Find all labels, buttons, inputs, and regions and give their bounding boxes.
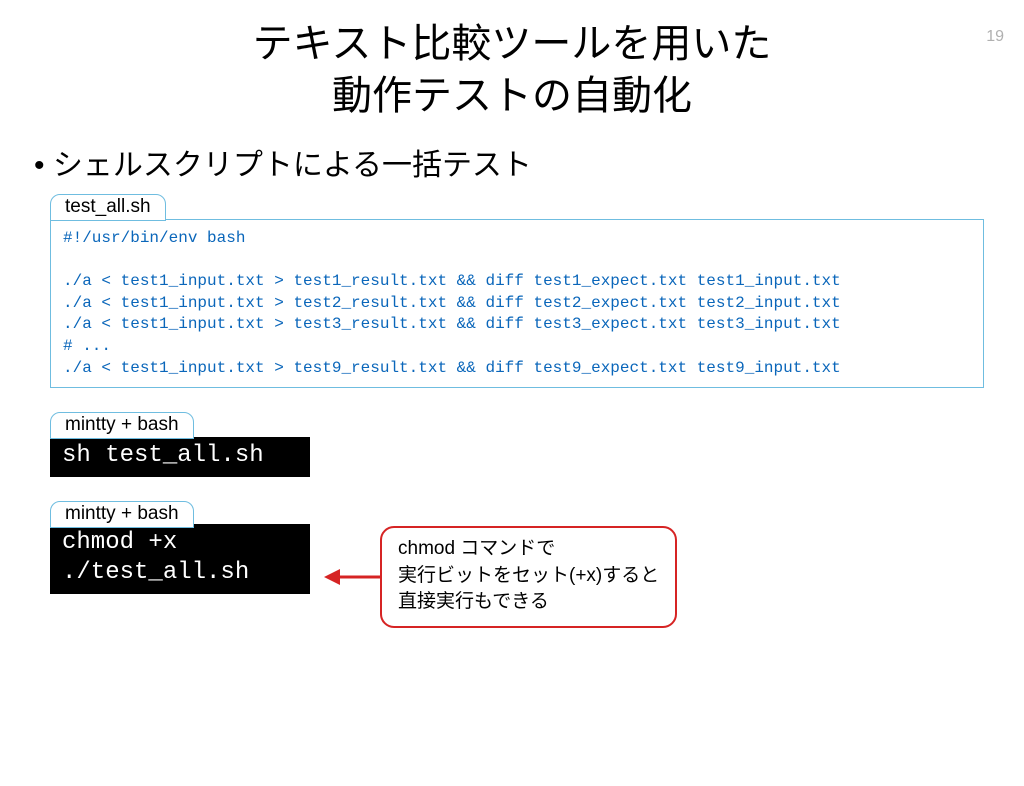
code-block-test-all: #!/usr/bin/env bash ./a < test1_input.tx… — [50, 219, 984, 388]
slide-title: テキスト比較ツールを用いた 動作テストの自動化 — [0, 18, 1024, 122]
callout-line-1: chmod コマンドで — [398, 538, 555, 559]
terminal-block-2: chmod +x ./test_all.sh — [50, 524, 310, 594]
terminal-tab-2: mintty + bash — [50, 501, 194, 528]
callout-line-2: 実行ビットをセット(+x)すると — [398, 565, 659, 586]
title-line-2: 動作テストの自動化 — [332, 74, 692, 118]
terminal-block-1: sh test_all.sh — [50, 437, 310, 477]
callout-line-3: 直接実行もできる — [398, 591, 549, 612]
bottom-row: chmod +x ./test_all.sh chmod コマンドで 実行ビット… — [0, 526, 1024, 628]
bullet-text: • シェルスクリプトによる一括テスト — [34, 140, 1024, 184]
page-number: 19 — [986, 28, 1004, 46]
arrow-icon — [324, 565, 380, 589]
title-line-1: テキスト比較ツールを用いた — [253, 22, 772, 66]
terminal-tab-1: mintty + bash — [50, 412, 194, 439]
callout-box: chmod コマンドで 実行ビットをセット(+x)すると 直接実行もできる — [380, 526, 677, 628]
file-tab-test-all: test_all.sh — [50, 194, 166, 221]
